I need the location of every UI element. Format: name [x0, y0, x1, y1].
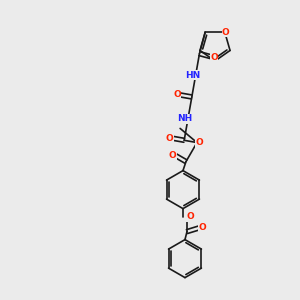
Text: O: O [195, 138, 203, 147]
Text: O: O [198, 223, 206, 232]
Text: O: O [173, 90, 181, 99]
Text: O: O [169, 151, 177, 160]
Text: NH: NH [177, 114, 193, 123]
Text: O: O [222, 28, 230, 37]
Text: HN: HN [185, 71, 200, 80]
Text: O: O [186, 212, 194, 221]
Text: O: O [166, 134, 173, 142]
Text: O: O [210, 52, 218, 62]
